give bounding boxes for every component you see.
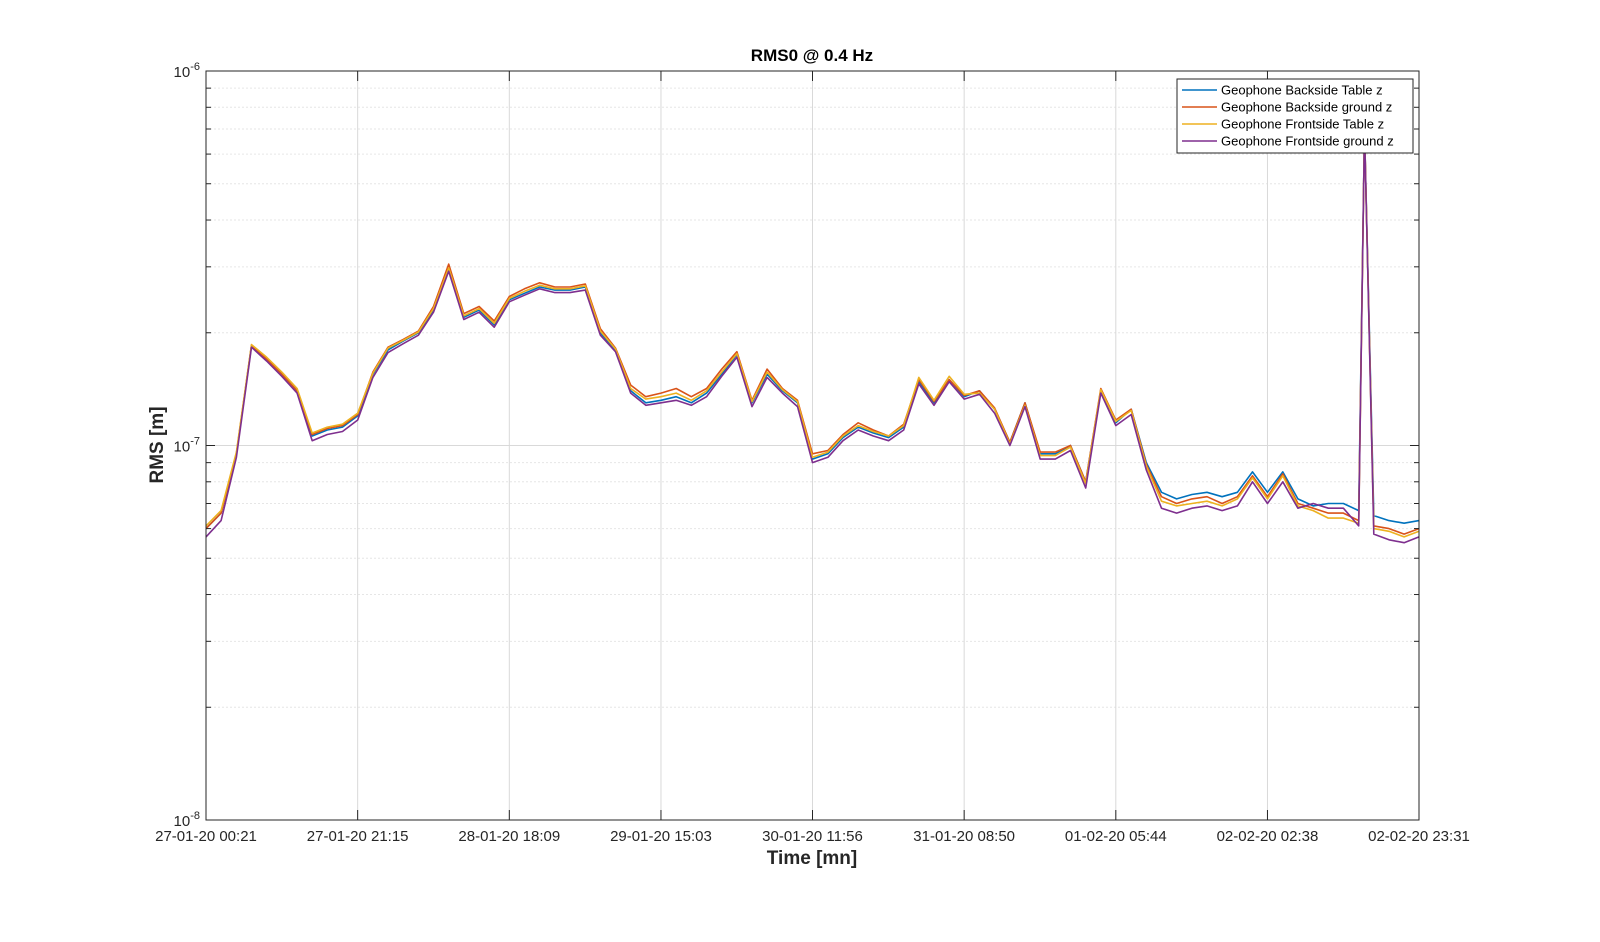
- legend-entry: Geophone Frontside Table z: [1221, 117, 1384, 132]
- ticks: 10-810-710-627-01-20 00:21 27-01-20 21:15…: [155, 61, 1470, 845]
- legend-entry: Geophone Backside ground z: [1221, 100, 1392, 115]
- grid: [206, 71, 1419, 820]
- y-axis-label: RMS [m]: [147, 406, 168, 483]
- x-axis-label: Time [mn]: [767, 848, 857, 869]
- legend-entry: Geophone Frontside ground z: [1221, 134, 1394, 149]
- y-tick-label-exponent: -8: [190, 810, 200, 822]
- x-tick-label: 01-02-20 05:44: [1065, 828, 1167, 845]
- chart-title: RMS0 @ 0.4 Hz: [751, 46, 873, 65]
- y-tick-label: 10-6: [174, 61, 200, 81]
- y-tick-label-base: 10: [174, 813, 191, 830]
- x-tick-label: 27-01-20 21:15: [307, 828, 409, 845]
- x-tick-label: 02-02-20 02:38: [1217, 828, 1319, 845]
- y-tick-label-base: 10: [174, 439, 191, 456]
- x-tick-label: 30-01-20 11:56: [762, 828, 863, 845]
- x-tick-label: 02-02-20 23:31: [1368, 828, 1470, 845]
- y-tick-label-exponent: -7: [190, 436, 200, 448]
- y-tick-label-exponent: -6: [190, 61, 200, 73]
- x-tick-label: 28-01-20 18:09: [458, 828, 560, 845]
- series-lines: [205, 128, 1420, 544]
- series-line-3: [205, 128, 1420, 538]
- legend-entry: Geophone Backside Table z: [1221, 83, 1383, 98]
- x-tick-label: 29-01-20 15:03: [610, 828, 712, 845]
- x-tick-label: 31-01-20 08:50: [913, 828, 1015, 845]
- legend: Geophone Backside Table z Geophone Backsi…: [1176, 78, 1414, 154]
- y-tick-label: 10-8: [174, 810, 200, 830]
- series-line-4: [205, 128, 1420, 544]
- x-tick-label: 27-01-20 00:21: [155, 828, 257, 845]
- y-tick-label-base: 10: [174, 64, 191, 81]
- y-tick-label: 10-7: [174, 436, 200, 456]
